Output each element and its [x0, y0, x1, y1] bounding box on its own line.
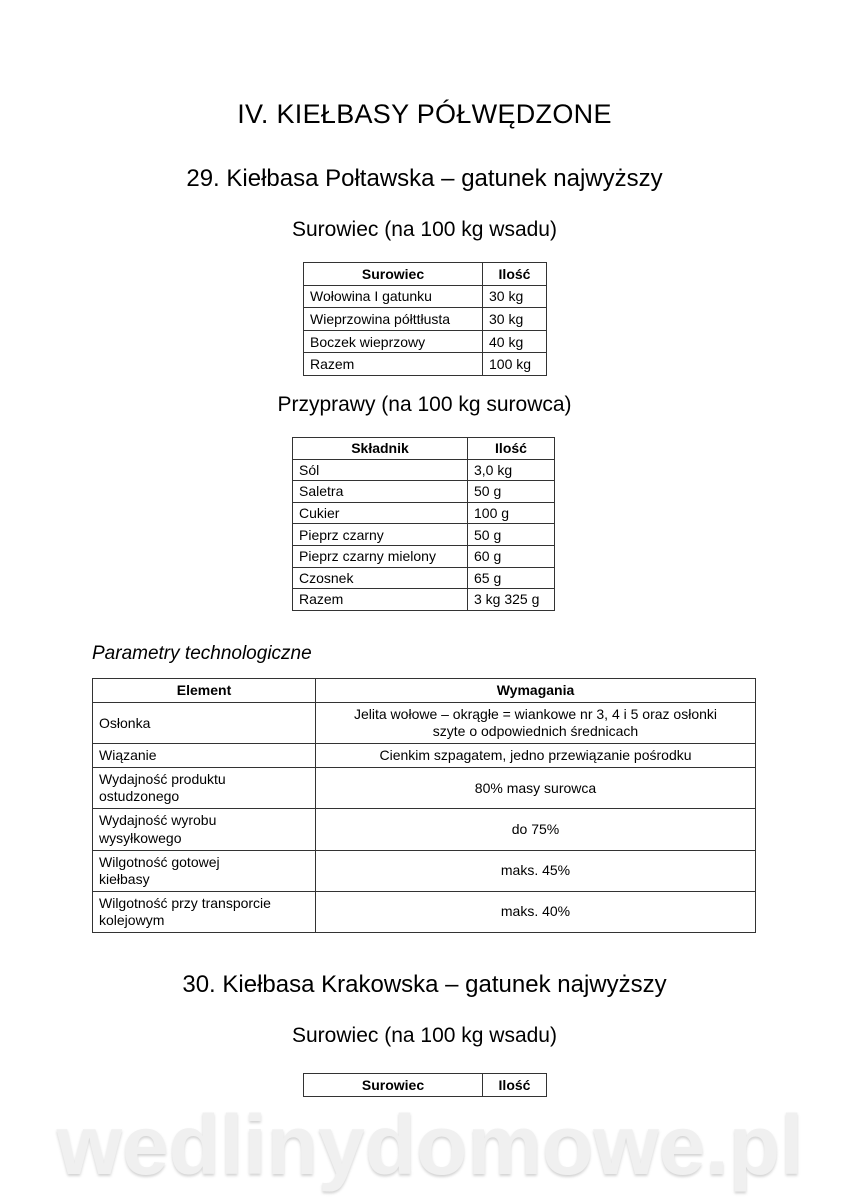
- svg-text:wedlinydomowe.pl: wedlinydomowe.pl: [56, 1098, 804, 1192]
